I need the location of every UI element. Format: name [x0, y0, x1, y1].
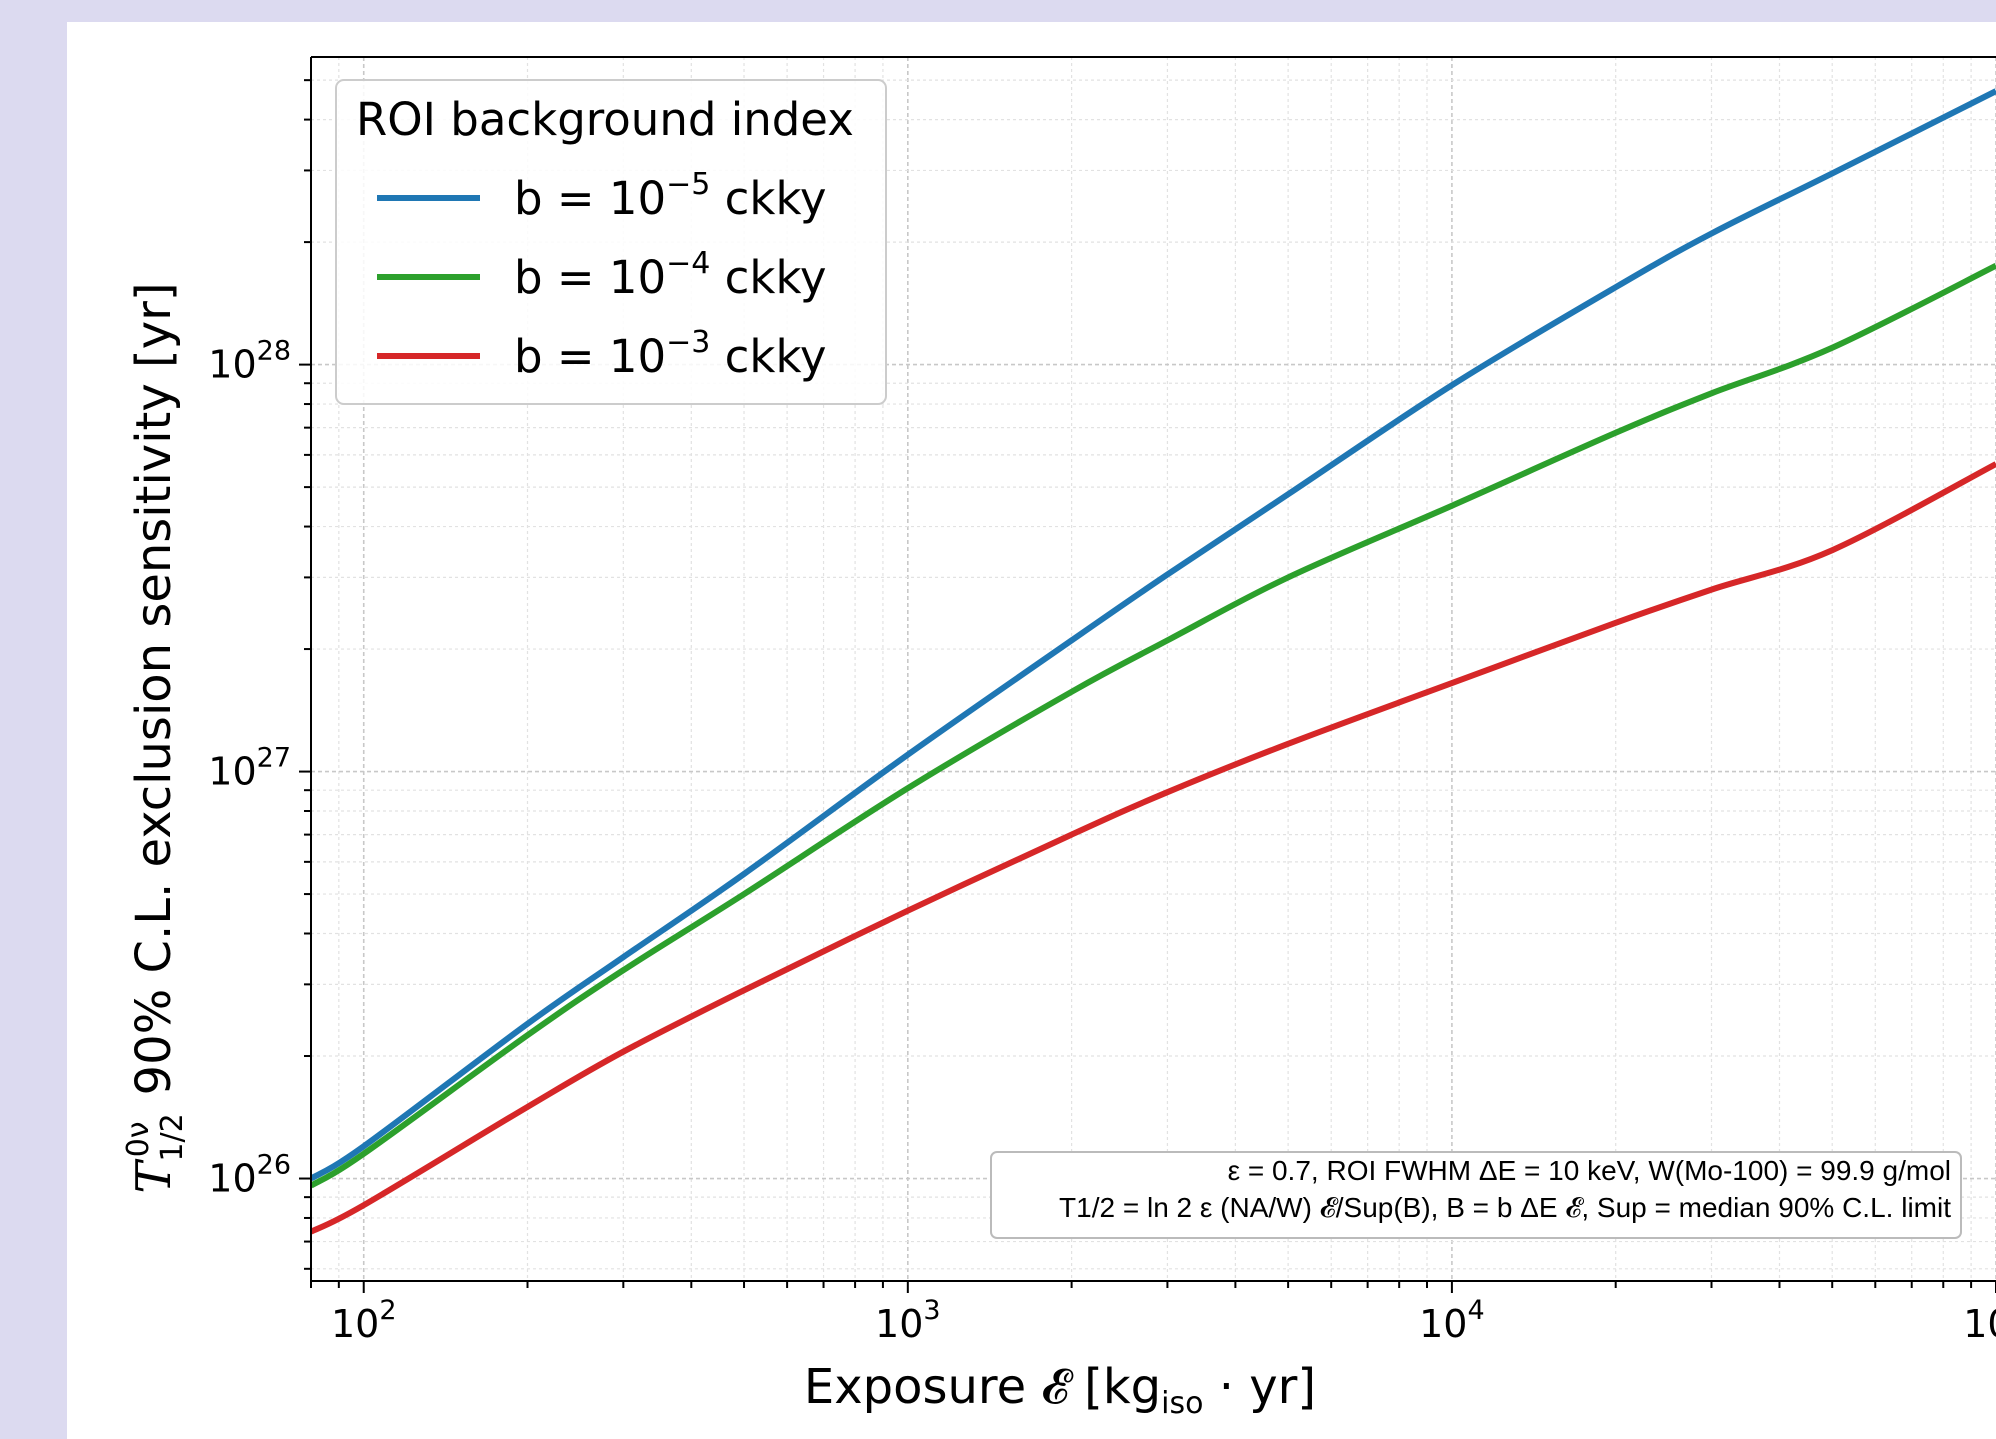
- y-tick-label: 1027: [208, 743, 291, 794]
- y-axis-title-subscript: 1/2: [155, 1113, 190, 1161]
- svg-text:T1/20ν90% C.L. exclusion sensi: T1/20ν90% C.L. exclusion sensitivity [yr…: [121, 282, 190, 1193]
- formula-annotation: ε = 0.7, ROI FWHM ΔE = 10 keV, W(Mo-100)…: [990, 1151, 1962, 1239]
- y-tick-label: 1026: [208, 1150, 291, 1201]
- legend-title: ROI background index: [356, 93, 854, 146]
- x-tick-labels: 102 103 104 105: [331, 1295, 1996, 1346]
- x-tick-label: 105: [1963, 1295, 1996, 1346]
- x-tick-label: 104: [1419, 1295, 1485, 1346]
- y-tick-label: 1028: [208, 336, 291, 387]
- x-tick-label: 102: [331, 1295, 397, 1346]
- x-axis-title: Exposure 𝓔 [kgiso · yr]: [804, 1359, 1316, 1421]
- frame-top-band: [0, 0, 1996, 22]
- series-lines: [311, 88, 1996, 1235]
- series-line-1: [311, 88, 1996, 1182]
- legend-label-series-1: b = 10−5 ckky: [514, 167, 827, 225]
- y-axis-title-superscript: 0ν: [121, 1121, 156, 1157]
- y-tick-labels: 1026 1027 1028: [208, 336, 291, 1201]
- x-tick-label: 103: [875, 1295, 941, 1346]
- legend: ROI background index b = 10−5 ckky b = 1…: [335, 79, 887, 405]
- series-line-2: [311, 263, 1996, 1189]
- y-axis-title: T1/20ν90% C.L. exclusion sensitivity [yr…: [121, 282, 190, 1193]
- y-axis-title-symbol: T: [126, 1159, 182, 1194]
- annotation-box: [990, 1151, 1962, 1239]
- frame-left-band: [0, 0, 67, 1439]
- annotation-line-1: ε = 0.7, ROI FWHM ΔE = 10 keV, W(Mo-100)…: [1228, 1155, 1951, 1186]
- legend-label-series-3: b = 10−3 ckky: [514, 325, 827, 383]
- annotation-line-2: T1/2 = ln 2 ε (NA/W) 𝓔/Sup(B), B = b ΔE …: [1059, 1192, 1951, 1223]
- axes: [299, 56, 1996, 1293]
- x-axis-title-subscript: iso: [1161, 1386, 1203, 1421]
- legend-label-series-2: b = 10−4 ckky: [514, 246, 827, 304]
- series-line-3: [311, 461, 1996, 1235]
- legend-box: [335, 79, 887, 405]
